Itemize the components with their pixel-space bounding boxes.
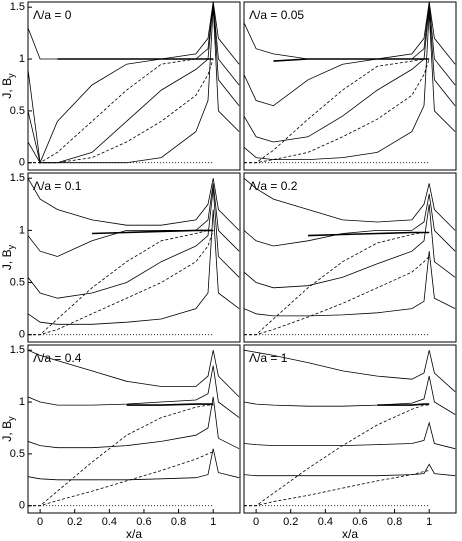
curve: [126, 403, 214, 406]
y-axis-label: J, By: [0, 416, 16, 442]
curve: [244, 349, 456, 392]
curve: [244, 463, 456, 477]
curve: [244, 251, 456, 317]
x-tick-label: 0.8: [171, 516, 186, 528]
y-label-main: J, B: [0, 421, 14, 442]
x-axis-label: x/a: [126, 527, 142, 541]
curve: [244, 58, 430, 164]
y-label-main: J, B: [0, 249, 14, 270]
curve: [244, 232, 430, 336]
curve: [28, 230, 214, 336]
panel-title: Λ/a = 0.2: [249, 179, 298, 193]
curve: [273, 58, 430, 62]
curve: [28, 209, 240, 325]
curve: [244, 7, 456, 143]
y-label-sub: y: [6, 73, 16, 78]
curve: [244, 404, 430, 507]
curve: [244, 376, 456, 415]
curve: [244, 421, 456, 450]
plot-frame: [27, 344, 241, 514]
curve: [307, 231, 430, 237]
x-axis-label: x/a: [342, 527, 358, 541]
y-tick-label: 0: [19, 329, 25, 341]
y-tick-label: 0: [19, 500, 25, 512]
y-tick-label: 1: [19, 224, 25, 236]
x-tick-label: 1: [426, 516, 432, 528]
plot-frame: [243, 172, 457, 343]
y-tick-label: 0.5: [10, 448, 25, 460]
curve: [28, 448, 240, 481]
curve: [244, 58, 430, 164]
y-tick-label: 0.5: [10, 276, 25, 288]
curve: [377, 403, 430, 406]
y-label-sub: y: [6, 416, 16, 421]
y-label-sub: y: [6, 244, 16, 249]
y-tick-label: 1: [19, 53, 25, 65]
x-tick-label: 0.6: [352, 516, 367, 528]
y-axis-label: J, By: [0, 244, 16, 270]
x-tick-label: 0: [253, 516, 259, 528]
curve: [28, 365, 240, 418]
curve: [244, 12, 456, 160]
x-tick-label: 0: [37, 516, 43, 528]
panel-title: Λ/a = 0: [33, 8, 72, 22]
plot-frame: [27, 172, 241, 343]
curve: [28, 2, 240, 165]
curve: [244, 256, 430, 336]
plot-frame: [243, 344, 457, 514]
curve: [28, 58, 214, 164]
y-label-main: J, B: [0, 78, 14, 99]
x-tick-label: 0.4: [102, 516, 117, 528]
curve: [28, 183, 240, 257]
x-tick-label: 0.8: [387, 516, 402, 528]
curve: [28, 7, 240, 164]
curve: [28, 177, 240, 231]
y-tick-label: 1.5: [10, 1, 25, 13]
x-tick-label: 0.2: [283, 516, 298, 528]
panel-title: Λ/a = 0.05: [249, 8, 304, 22]
curve: [91, 229, 214, 235]
x-tick-label: 0.2: [67, 516, 82, 528]
panel-title: Λ/a = 0.1: [33, 179, 82, 193]
x-tick-label: 1: [210, 516, 216, 528]
y-tick-label: 0.5: [10, 105, 25, 117]
curve: [28, 396, 240, 450]
curve: [244, 204, 456, 289]
plot-frame: [243, 1, 457, 171]
panel-title: Λ/a = 0.4: [33, 351, 82, 365]
curve: [28, 188, 240, 299]
y-tick-label: 1.5: [10, 344, 25, 356]
y-tick-label: 0: [19, 157, 25, 169]
curve: [28, 349, 240, 398]
plot-frame: [27, 1, 241, 171]
curve: [28, 58, 214, 164]
curve: [244, 470, 430, 507]
curve: [28, 404, 214, 507]
curve: [28, 2, 240, 164]
curve: [28, 451, 214, 507]
curve: [244, 177, 456, 231]
curve: [28, 230, 214, 336]
y-tick-label: 1.5: [10, 172, 25, 184]
x-tick-label: 0.6: [136, 516, 151, 528]
curve: [244, 193, 456, 252]
panel-title: Λ/a = 1: [249, 351, 288, 365]
x-tick-label: 0.4: [318, 516, 333, 528]
y-axis-label: J, By: [0, 73, 16, 99]
y-tick-label: 1: [19, 396, 25, 408]
